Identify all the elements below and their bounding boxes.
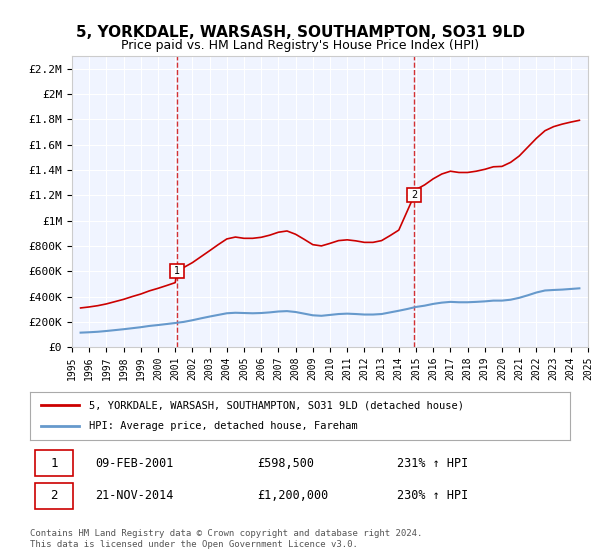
Text: 1: 1 xyxy=(50,456,58,470)
Text: 1: 1 xyxy=(174,267,180,277)
Text: 230% ↑ HPI: 230% ↑ HPI xyxy=(397,489,469,502)
Text: 5, YORKDALE, WARSASH, SOUTHAMPTON, SO31 9LD: 5, YORKDALE, WARSASH, SOUTHAMPTON, SO31 … xyxy=(76,25,524,40)
Text: HPI: Average price, detached house, Fareham: HPI: Average price, detached house, Fare… xyxy=(89,421,358,431)
FancyBboxPatch shape xyxy=(35,450,73,476)
Text: 2: 2 xyxy=(411,190,418,200)
Text: 09-FEB-2001: 09-FEB-2001 xyxy=(95,456,173,470)
Text: £1,200,000: £1,200,000 xyxy=(257,489,328,502)
Text: Price paid vs. HM Land Registry's House Price Index (HPI): Price paid vs. HM Land Registry's House … xyxy=(121,39,479,52)
FancyBboxPatch shape xyxy=(35,483,73,508)
Text: 21-NOV-2014: 21-NOV-2014 xyxy=(95,489,173,502)
Text: 231% ↑ HPI: 231% ↑ HPI xyxy=(397,456,469,470)
Text: Contains HM Land Registry data © Crown copyright and database right 2024.
This d: Contains HM Land Registry data © Crown c… xyxy=(30,529,422,549)
Text: 5, YORKDALE, WARSASH, SOUTHAMPTON, SO31 9LD (detached house): 5, YORKDALE, WARSASH, SOUTHAMPTON, SO31 … xyxy=(89,400,464,410)
Text: £598,500: £598,500 xyxy=(257,456,314,470)
Text: 2: 2 xyxy=(50,489,58,502)
